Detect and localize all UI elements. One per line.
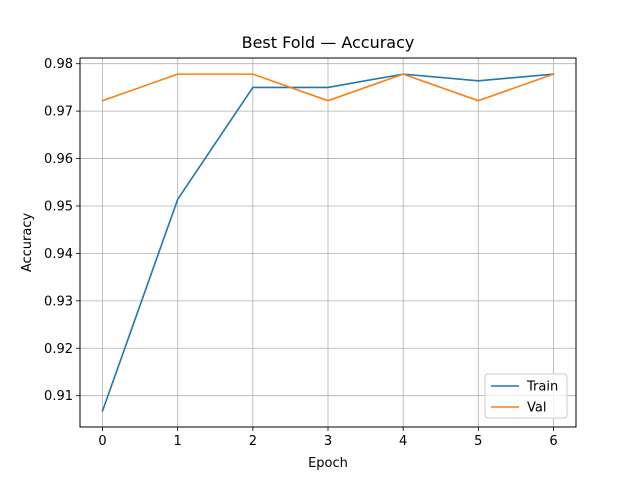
x-tick-label: 6 <box>549 434 557 449</box>
x-tick-label: 3 <box>324 434 332 449</box>
x-axis-label: Epoch <box>308 456 348 471</box>
legend-label-val: Val <box>527 401 546 416</box>
y-tick-label: 0.95 <box>44 199 73 214</box>
y-tick-label: 0.92 <box>44 342 73 357</box>
x-tick-label: 5 <box>474 434 482 449</box>
x-tick-label: 4 <box>399 434 407 449</box>
y-tick-label: 0.93 <box>44 294 73 309</box>
chart-title: Best Fold — Accuracy <box>242 33 415 52</box>
series-lines <box>101 73 555 412</box>
grid-lines <box>80 58 576 427</box>
x-tick-label: 2 <box>249 434 257 449</box>
x-axis-ticks: 0 1 2 3 4 5 6 <box>98 427 558 449</box>
y-tick-label: 0.94 <box>44 247 73 262</box>
y-tick-label: 0.98 <box>44 57 73 72</box>
y-tick-label: 0.96 <box>44 152 73 167</box>
y-axis-label: Accuracy <box>20 213 35 273</box>
x-tick-label: 1 <box>174 434 182 449</box>
y-tick-label: 0.91 <box>44 389 73 404</box>
legend-label-train: Train <box>526 380 558 395</box>
legend: Train Val <box>484 373 568 419</box>
x-tick-label: 0 <box>98 434 106 449</box>
y-tick-label: 0.97 <box>44 105 73 120</box>
series-line-val <box>101 73 555 102</box>
series-line-train <box>101 73 555 412</box>
y-axis-ticks: 0.91 0.92 0.93 0.94 0.95 0.96 0.97 0.98 <box>44 57 80 404</box>
